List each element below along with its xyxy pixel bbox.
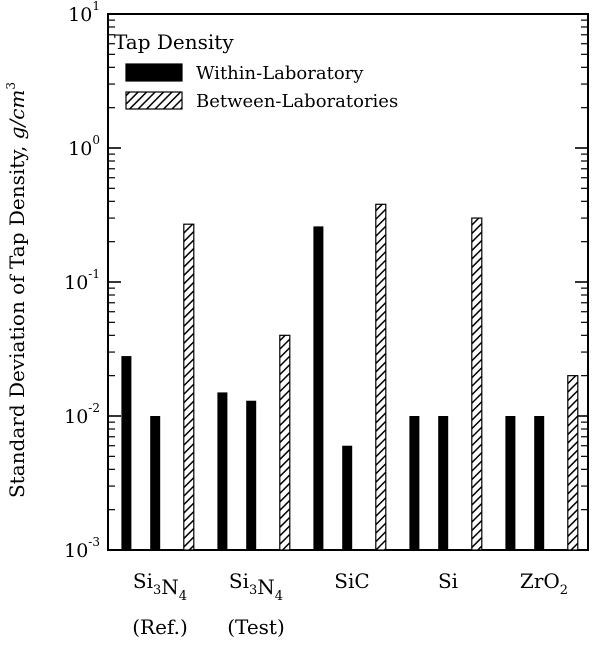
bar-between-laboratories [375, 203, 387, 551]
y-tick-exponent: -1 [88, 267, 100, 281]
x-tick-text: Si [133, 569, 153, 593]
y-tick-label: 100 [68, 133, 100, 160]
bar-between-laboratories [567, 375, 579, 551]
bar-within-laboratory [409, 416, 420, 550]
x-tick-text: Si [229, 569, 249, 593]
bar-within-laboratory [534, 416, 545, 550]
legend-title: Tap Density [114, 30, 234, 54]
y-axis-label-text: Standard Deviation of Tap Density, [5, 139, 29, 498]
bar-within-laboratory [438, 416, 449, 550]
y-tick-label: 10-2 [64, 401, 100, 428]
x-tick-label: Si [438, 569, 458, 593]
legend: Tap Density Within-Laboratory Between-Labo… [114, 30, 398, 112]
legend-label: Between-Laboratories [196, 91, 398, 112]
x-tick-text: ZrO [520, 569, 560, 593]
y-tick-base: 10 [68, 4, 92, 26]
x-tick-label: ZrO2 [520, 569, 568, 598]
y-tick-base: 10 [64, 540, 88, 562]
x-axis: Si3N4(Ref.)Si3N4(Test)SiC Si ZrO2 [132, 569, 568, 639]
y-axis-unit-exponent: 3 [4, 82, 18, 90]
x-tick-subscript: 2 [560, 583, 568, 598]
y-tick-label: 10-1 [64, 267, 100, 294]
y-tick-exponent: -2 [88, 401, 100, 415]
bar-within-laboratory [342, 445, 353, 550]
bar-within-laboratory [150, 416, 161, 550]
bar-within-laboratory [246, 400, 257, 550]
x-tick-label: SiC [334, 569, 369, 593]
y-axis-unit: g/cm [5, 90, 29, 140]
x-tick-label-line2: (Ref.) [132, 615, 188, 639]
bar-between-laboratories [183, 223, 195, 551]
legend-swatch [125, 63, 183, 82]
x-tick-subscript: 3 [153, 583, 161, 598]
bar-between-laboratories [471, 217, 483, 551]
y-tick-exponent: 0 [92, 133, 100, 147]
x-tick-text: Si [438, 569, 458, 593]
y-tick-label: 101 [68, 0, 100, 26]
legend-swatch [125, 91, 183, 110]
y-tick-base: 10 [68, 138, 92, 160]
bar-within-laboratory [313, 226, 324, 551]
bars [121, 203, 579, 551]
bar-within-laboratory [505, 416, 516, 550]
y-tick-label: 10-3 [64, 535, 100, 562]
x-tick-text: N [161, 575, 179, 599]
bar-within-laboratory [121, 356, 132, 550]
y-tick-exponent: 1 [92, 0, 100, 13]
y-axis-label: Standard Deviation of Tap Density, g/cm3 [4, 82, 29, 498]
x-tick-label: Si3N4 [133, 569, 187, 604]
x-tick-subscript: 4 [179, 589, 187, 604]
x-tick-label-line2: (Test) [227, 615, 285, 639]
bar-between-laboratories [279, 334, 291, 551]
x-tick-label: Si3N4 [229, 569, 283, 604]
x-tick-text: SiC [334, 569, 369, 593]
y-tick-base: 10 [64, 272, 88, 294]
legend-label: Within-Laboratory [196, 63, 364, 84]
x-tick-text: N [257, 575, 275, 599]
y-tick-base: 10 [64, 406, 88, 428]
y-tick-exponent: -3 [88, 535, 100, 549]
x-tick-subscript: 3 [249, 583, 257, 598]
bar-within-laboratory [217, 392, 228, 550]
x-tick-subscript: 4 [275, 589, 283, 604]
y-axis-title: Standard Deviation of Tap Density, g/cm3 [4, 82, 29, 498]
